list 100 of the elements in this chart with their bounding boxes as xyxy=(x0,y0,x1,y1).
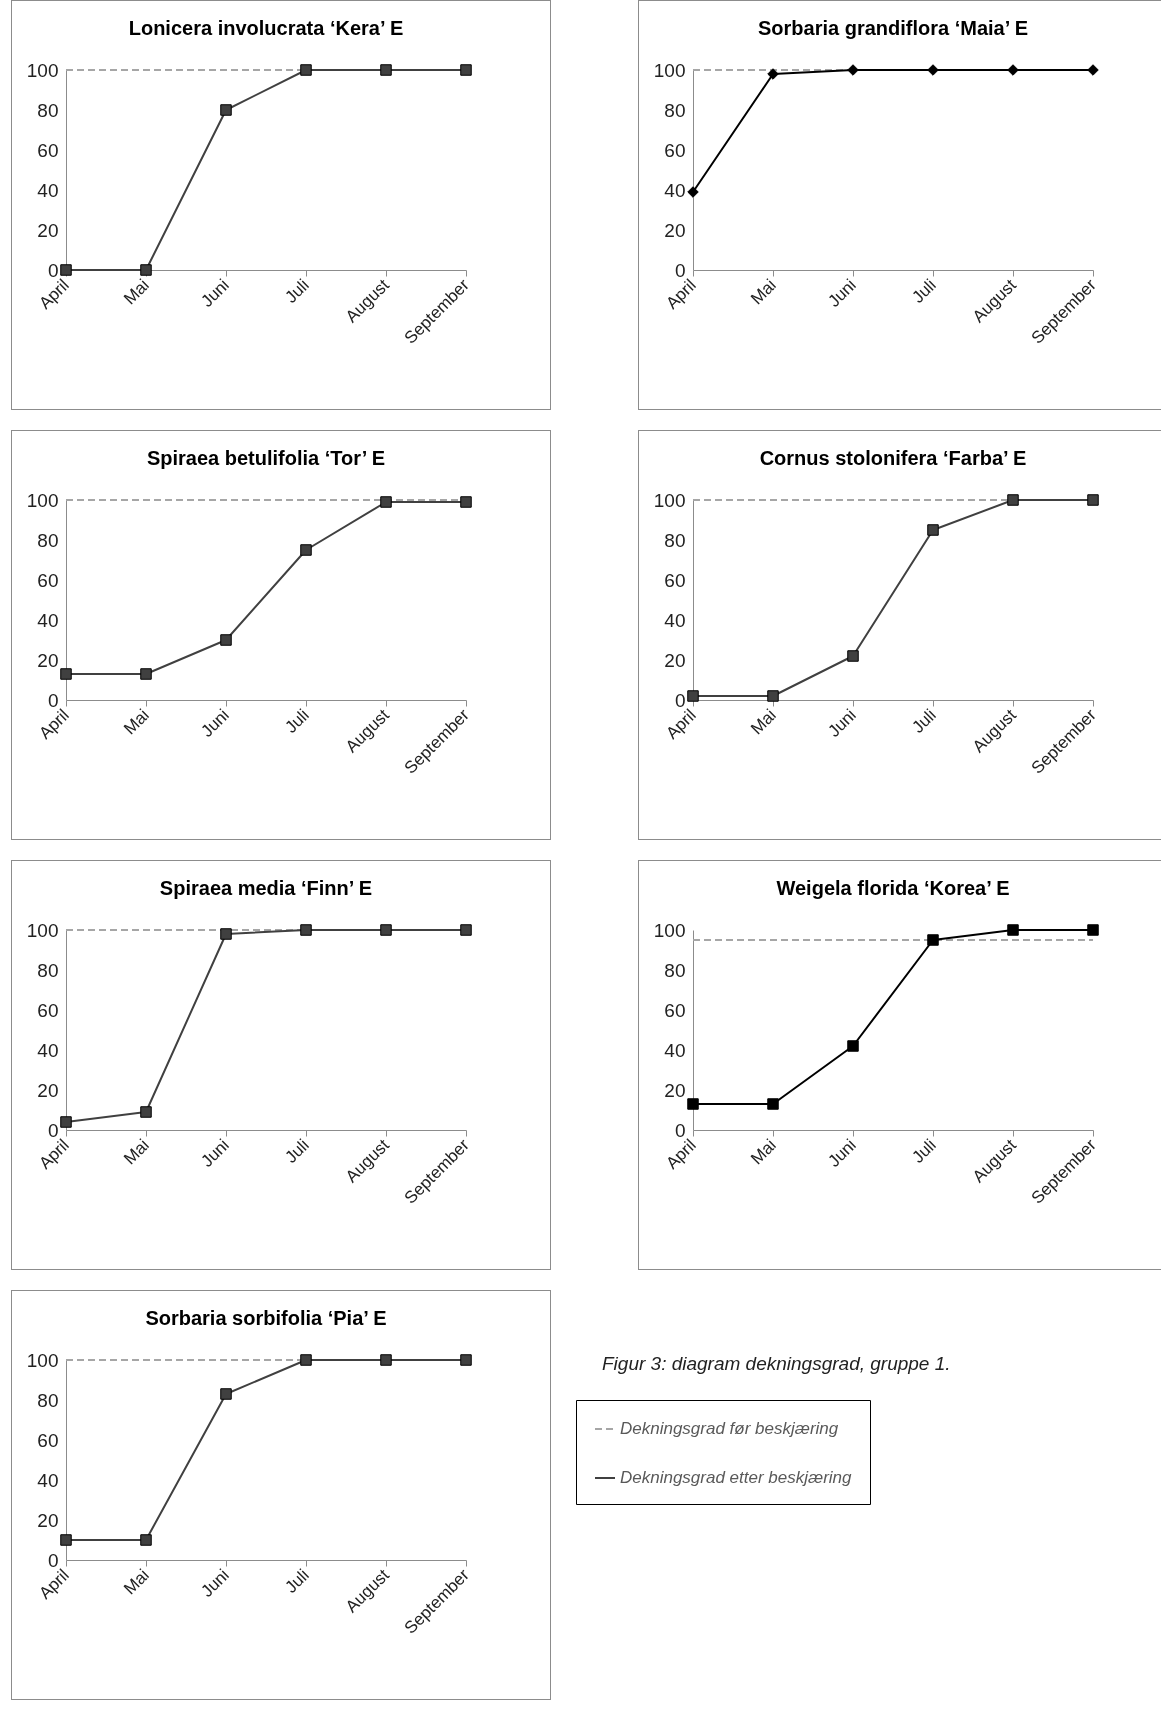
x-tick-label: Juli xyxy=(908,705,940,737)
y-tick-label: 0 xyxy=(674,689,686,711)
point xyxy=(847,64,859,76)
text: Figur 3: diagram dekningsgrad, gruppe 1. xyxy=(602,1353,951,1375)
chart-title: Weigela florida ‘Korea’ E xyxy=(776,877,1010,899)
y-tick-label: 0 xyxy=(674,259,686,281)
y-tick-label: 20 xyxy=(37,219,59,241)
point xyxy=(460,496,472,508)
chart-title: Lonicera involucrata ‘Kera’ E xyxy=(128,17,404,39)
y-tick-label: 60 xyxy=(37,139,59,161)
y-tick-label: 80 xyxy=(37,959,59,981)
point xyxy=(767,68,779,80)
y-tick-label: 100 xyxy=(653,919,686,941)
point xyxy=(847,650,859,662)
y-tick-label: 80 xyxy=(37,529,59,551)
y-tick-label: 80 xyxy=(37,1389,59,1411)
x-tick-label: Juli xyxy=(908,275,940,307)
point xyxy=(380,1354,392,1366)
y-tick-label: 0 xyxy=(47,1549,59,1571)
y-tick-label: 40 xyxy=(664,179,686,201)
x-tick-label: Juli xyxy=(281,275,313,307)
chart-title: Sorbaria sorbifolia ‘Pia’ E xyxy=(145,1307,387,1329)
y-tick-label: 20 xyxy=(37,1079,59,1101)
x-tick-label: Mai xyxy=(120,705,153,739)
y-tick-label: 40 xyxy=(37,609,59,631)
x-tick-label: Mai xyxy=(120,275,153,309)
x-tick-label: Juli xyxy=(281,1135,313,1167)
point xyxy=(687,186,699,198)
x-tick-label: Mai xyxy=(120,1565,153,1599)
chart-title: Sorbaria grandiflora ‘Maia’ E xyxy=(757,17,1029,39)
legend-label: Dekningsgrad etter beskjæring xyxy=(620,1468,853,1487)
y-tick-label: 20 xyxy=(37,649,59,671)
point xyxy=(1087,924,1099,936)
y-tick-label: 40 xyxy=(37,1039,59,1061)
point xyxy=(1087,494,1099,506)
point xyxy=(60,1534,72,1546)
y-tick-label: 0 xyxy=(47,259,59,281)
y-tick-label: 100 xyxy=(26,1349,59,1371)
y-tick-label: 60 xyxy=(37,1429,59,1451)
point xyxy=(300,1354,312,1366)
y-tick-label: 100 xyxy=(653,489,686,511)
x-tick-label: Juli xyxy=(281,705,313,737)
x-tick-label: Juli xyxy=(908,1135,940,1167)
point xyxy=(380,496,392,508)
y-tick-label: 60 xyxy=(37,569,59,591)
point xyxy=(380,924,392,936)
point xyxy=(767,690,779,702)
y-tick-label: 100 xyxy=(653,59,686,81)
y-tick-label: 0 xyxy=(674,1119,686,1141)
y-tick-label: 100 xyxy=(26,919,59,941)
y-tick-label: 20 xyxy=(664,1079,686,1101)
point xyxy=(1007,494,1019,506)
x-tick-label: Juli xyxy=(281,1565,313,1597)
point xyxy=(220,104,232,116)
y-tick-label: 80 xyxy=(37,99,59,121)
y-tick-label: 0 xyxy=(47,1119,59,1141)
point xyxy=(847,1040,859,1052)
y-tick-label: 20 xyxy=(664,649,686,671)
point xyxy=(220,928,232,940)
point xyxy=(60,668,72,680)
point xyxy=(927,524,939,536)
y-tick-label: 20 xyxy=(664,219,686,241)
y-tick-label: 60 xyxy=(37,999,59,1021)
y-tick-label: 20 xyxy=(37,1509,59,1531)
point xyxy=(140,1534,152,1546)
point xyxy=(140,1106,152,1118)
point xyxy=(1007,924,1019,936)
y-tick-label: 60 xyxy=(664,569,686,591)
point xyxy=(687,1098,699,1110)
point xyxy=(460,924,472,936)
y-tick-label: 40 xyxy=(664,609,686,631)
x-tick-label: Mai xyxy=(747,275,780,309)
point xyxy=(687,690,699,702)
point xyxy=(380,64,392,76)
point xyxy=(460,64,472,76)
point xyxy=(220,634,232,646)
point xyxy=(140,668,152,680)
legend-label: Dekningsgrad før beskjæring xyxy=(620,1419,839,1438)
point xyxy=(300,64,312,76)
point xyxy=(300,544,312,556)
x-tick-label: Mai xyxy=(120,1135,153,1169)
y-tick-label: 100 xyxy=(26,59,59,81)
point xyxy=(60,1116,72,1128)
point xyxy=(460,1354,472,1366)
x-tick-label: Mai xyxy=(747,705,780,739)
y-tick-label: 80 xyxy=(664,99,686,121)
point xyxy=(1087,64,1099,76)
y-tick-label: 100 xyxy=(26,489,59,511)
point xyxy=(300,924,312,936)
chart-title: Spiraea betulifolia ‘Tor’ E xyxy=(146,447,386,469)
y-tick-label: 40 xyxy=(37,179,59,201)
x-tick-label: Mai xyxy=(747,1135,780,1169)
y-tick-label: 0 xyxy=(47,689,59,711)
y-tick-label: 80 xyxy=(664,529,686,551)
chart-title: Cornus stolonifera ‘Farba’ E xyxy=(759,447,1027,469)
y-tick-label: 60 xyxy=(664,139,686,161)
y-tick-label: 80 xyxy=(664,959,686,981)
chart-title: Spiraea media ‘Finn’ E xyxy=(159,877,373,899)
y-tick-label: 40 xyxy=(37,1469,59,1491)
point xyxy=(927,934,939,946)
